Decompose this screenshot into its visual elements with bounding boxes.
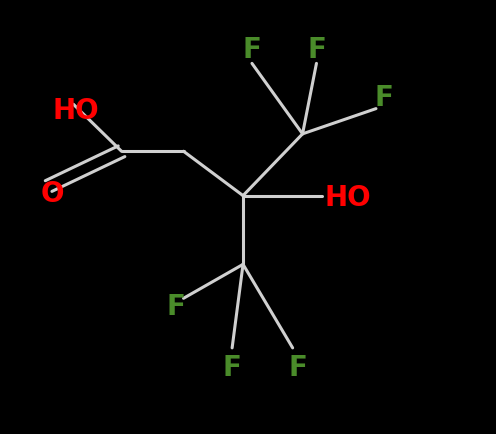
Text: F: F [223,353,242,381]
Text: O: O [41,179,64,207]
Text: F: F [375,84,394,112]
Text: HO: HO [325,184,372,211]
Text: F: F [307,36,326,64]
Text: F: F [167,292,186,320]
Text: F: F [288,353,307,381]
Text: F: F [243,36,261,64]
Text: HO: HO [52,97,99,125]
